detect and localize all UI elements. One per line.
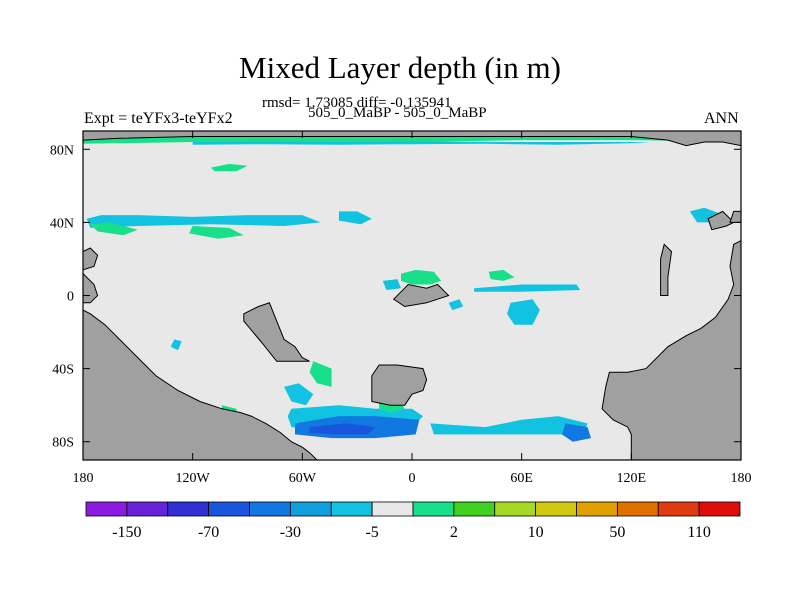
anomaly-patch-10: [474, 284, 581, 292]
x-tick-label-3: 0: [409, 471, 416, 486]
anomaly-patch-15: [284, 383, 314, 406]
anomaly-patch-4: [90, 222, 138, 236]
y-tick-label-2: 0: [67, 290, 74, 305]
colorbar-box-3: [208, 501, 250, 517]
colorbar-label-5: 10: [528, 524, 544, 541]
colorbar-box-6: [330, 501, 373, 517]
colorbar-label-1: -70: [198, 524, 219, 541]
colorbar-box-15: [698, 501, 741, 517]
anomaly-patch-2: [210, 163, 248, 172]
y-tick-label-0: 80N: [50, 143, 74, 158]
colorbar-box-12: [576, 501, 618, 517]
colorbar-box-0: [85, 501, 128, 517]
colorbar-box-8: [412, 501, 455, 517]
anomaly-patch-5: [189, 226, 244, 239]
case-label: 505_0_MaBP - 505_0_MaBP: [308, 105, 487, 121]
colorbar-label-0: -150: [112, 524, 141, 541]
colorbar: -150 -70 -30 -5 2 10 50 110: [85, 501, 741, 541]
y-tick-label-4: 80S: [52, 436, 74, 451]
y-tick-label-3: 40S: [52, 363, 74, 378]
land-region-1: [601, 240, 741, 460]
anomaly-patch-19: [430, 416, 588, 435]
land-region-3: [371, 364, 428, 406]
anomaly-patch-1: [192, 141, 650, 145]
colorbar-label-6: 50: [609, 524, 625, 541]
anomaly-patch-12: [507, 299, 540, 325]
x-tick-label-2: 60W: [289, 471, 317, 486]
land-masks: [83, 131, 741, 460]
anomaly-patch-20: [561, 423, 592, 442]
anomaly-patch-8: [401, 269, 442, 285]
colorbar-box-10: [494, 501, 537, 517]
anomaly-patch-22: [170, 339, 182, 351]
experiment-label: Expt = teYFx3-teYFx2: [84, 110, 233, 127]
land-region-0: [83, 309, 318, 460]
anomaly-patch-3: [86, 215, 321, 228]
colorbar-label-7: 110: [687, 524, 710, 541]
anomaly-patch-9: [382, 279, 401, 290]
colorbar-box-9: [453, 501, 496, 517]
anomaly-patch-14: [309, 361, 332, 387]
anomaly-patch-18: [309, 423, 376, 435]
axis-ticks: 180 120W 60W 0 60E 120E 180 80N 40N 0 40S 80S: [50, 131, 752, 486]
colorbar-label-4: 2: [450, 524, 458, 541]
y-tick-label-1: 40N: [50, 216, 74, 231]
anomaly-patch-6: [338, 211, 372, 225]
colorbar-box-13: [616, 501, 659, 517]
chart-subtitle: rmsd= 1.73085 diff= -0.135941: [262, 95, 452, 111]
season-label: ANN: [704, 110, 739, 127]
x-tick-label-0: 180: [73, 471, 94, 486]
x-tick-label-6: 180: [731, 471, 752, 486]
colorbar-box-5: [289, 501, 332, 517]
colorbar-label-3: -5: [365, 524, 378, 541]
colorbar-box-2: [167, 501, 210, 517]
colorbar-box-11: [535, 501, 577, 517]
x-tick-label-1: 120W: [176, 471, 211, 486]
colorbar-label-2: -30: [280, 524, 301, 541]
colorbar-box-14: [657, 501, 700, 517]
x-tick-label-5: 120E: [617, 471, 647, 486]
colorbar-box-7: [371, 501, 414, 517]
x-tick-label-4: 60E: [510, 471, 533, 486]
colorbar-box-4: [249, 501, 291, 517]
land-region-7: [660, 243, 673, 296]
land-region-8: [707, 210, 735, 231]
land-region-2: [243, 302, 310, 362]
colorbar-box-1: [126, 501, 169, 517]
chart-title: Mixed Layer depth (in m): [239, 50, 561, 85]
land-region-5: [83, 247, 99, 271]
anomaly-patch-13: [448, 299, 464, 311]
land-region-4: [392, 283, 450, 308]
anomaly-patch-11: [488, 269, 515, 281]
